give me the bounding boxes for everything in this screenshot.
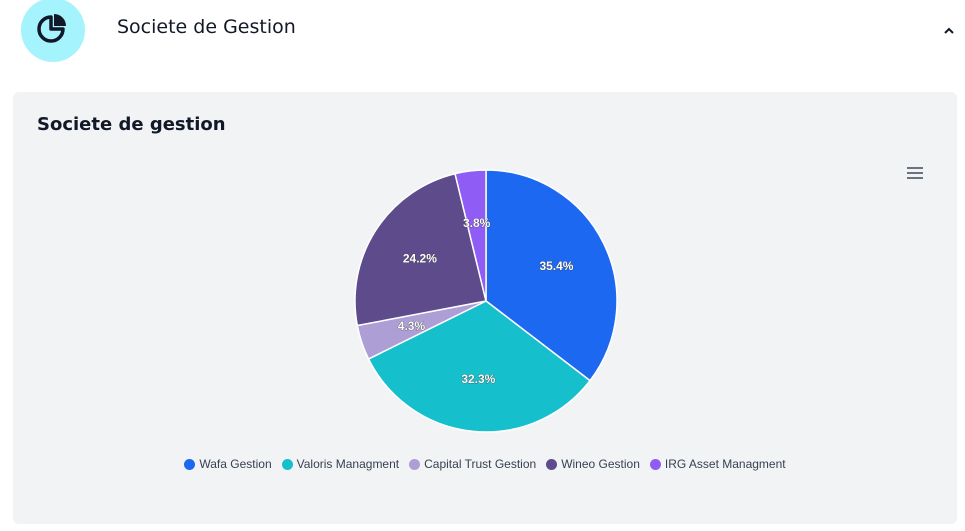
section-title: Societe de Gestion xyxy=(117,16,296,38)
pie-slice[interactable] xyxy=(354,172,487,327)
legend-item[interactable]: Valoris Managment xyxy=(281,457,400,471)
section-header[interactable]: Societe de Gestion xyxy=(0,0,965,70)
legend-item[interactable]: Wineo Gestion xyxy=(546,457,640,471)
pie-chart-icon xyxy=(21,0,85,62)
slice-data-label: 4.3% xyxy=(398,319,426,333)
legend-label: IRG Asset Managment xyxy=(664,457,786,471)
slice-data-label: 3.8% xyxy=(463,216,491,230)
legend-label: Capital Trust Gestion xyxy=(424,457,537,471)
pie-slice[interactable] xyxy=(454,169,487,302)
slice-data-label: 24.2% xyxy=(403,251,437,265)
legend-marker xyxy=(649,458,661,470)
legend-marker xyxy=(409,458,421,470)
legend-label: Valoris Managment xyxy=(296,457,400,471)
chevron-up-icon[interactable] xyxy=(940,22,958,40)
chart-card: Societe de gestion 35.4% 32.3% 4.3% 24.2% 3.… xyxy=(13,92,957,524)
slice-data-label: 35.4% xyxy=(539,259,573,273)
pie-chart: 35.4% 32.3% 4.3% 24.2% 3.8% xyxy=(354,169,618,433)
chart-title: Societe de gestion xyxy=(37,114,226,135)
legend-marker xyxy=(281,458,293,470)
pie-slice[interactable] xyxy=(367,300,592,433)
chart-legend: Wafa Gestion Valoris Managment Capital Tru… xyxy=(13,457,957,471)
pie-slice[interactable] xyxy=(485,169,618,382)
legend-item[interactable]: IRG Asset Managment xyxy=(649,457,786,471)
legend-label: Wineo Gestion xyxy=(561,457,640,471)
legend-item[interactable]: Wafa Gestion xyxy=(184,457,272,471)
hamburger-menu-icon[interactable] xyxy=(905,164,925,182)
legend-marker xyxy=(184,458,196,470)
slice-data-label: 32.3% xyxy=(461,372,495,386)
legend-marker xyxy=(546,458,558,470)
legend-item[interactable]: Capital Trust Gestion xyxy=(409,457,536,471)
legend-label: Wafa Gestion xyxy=(199,457,272,471)
